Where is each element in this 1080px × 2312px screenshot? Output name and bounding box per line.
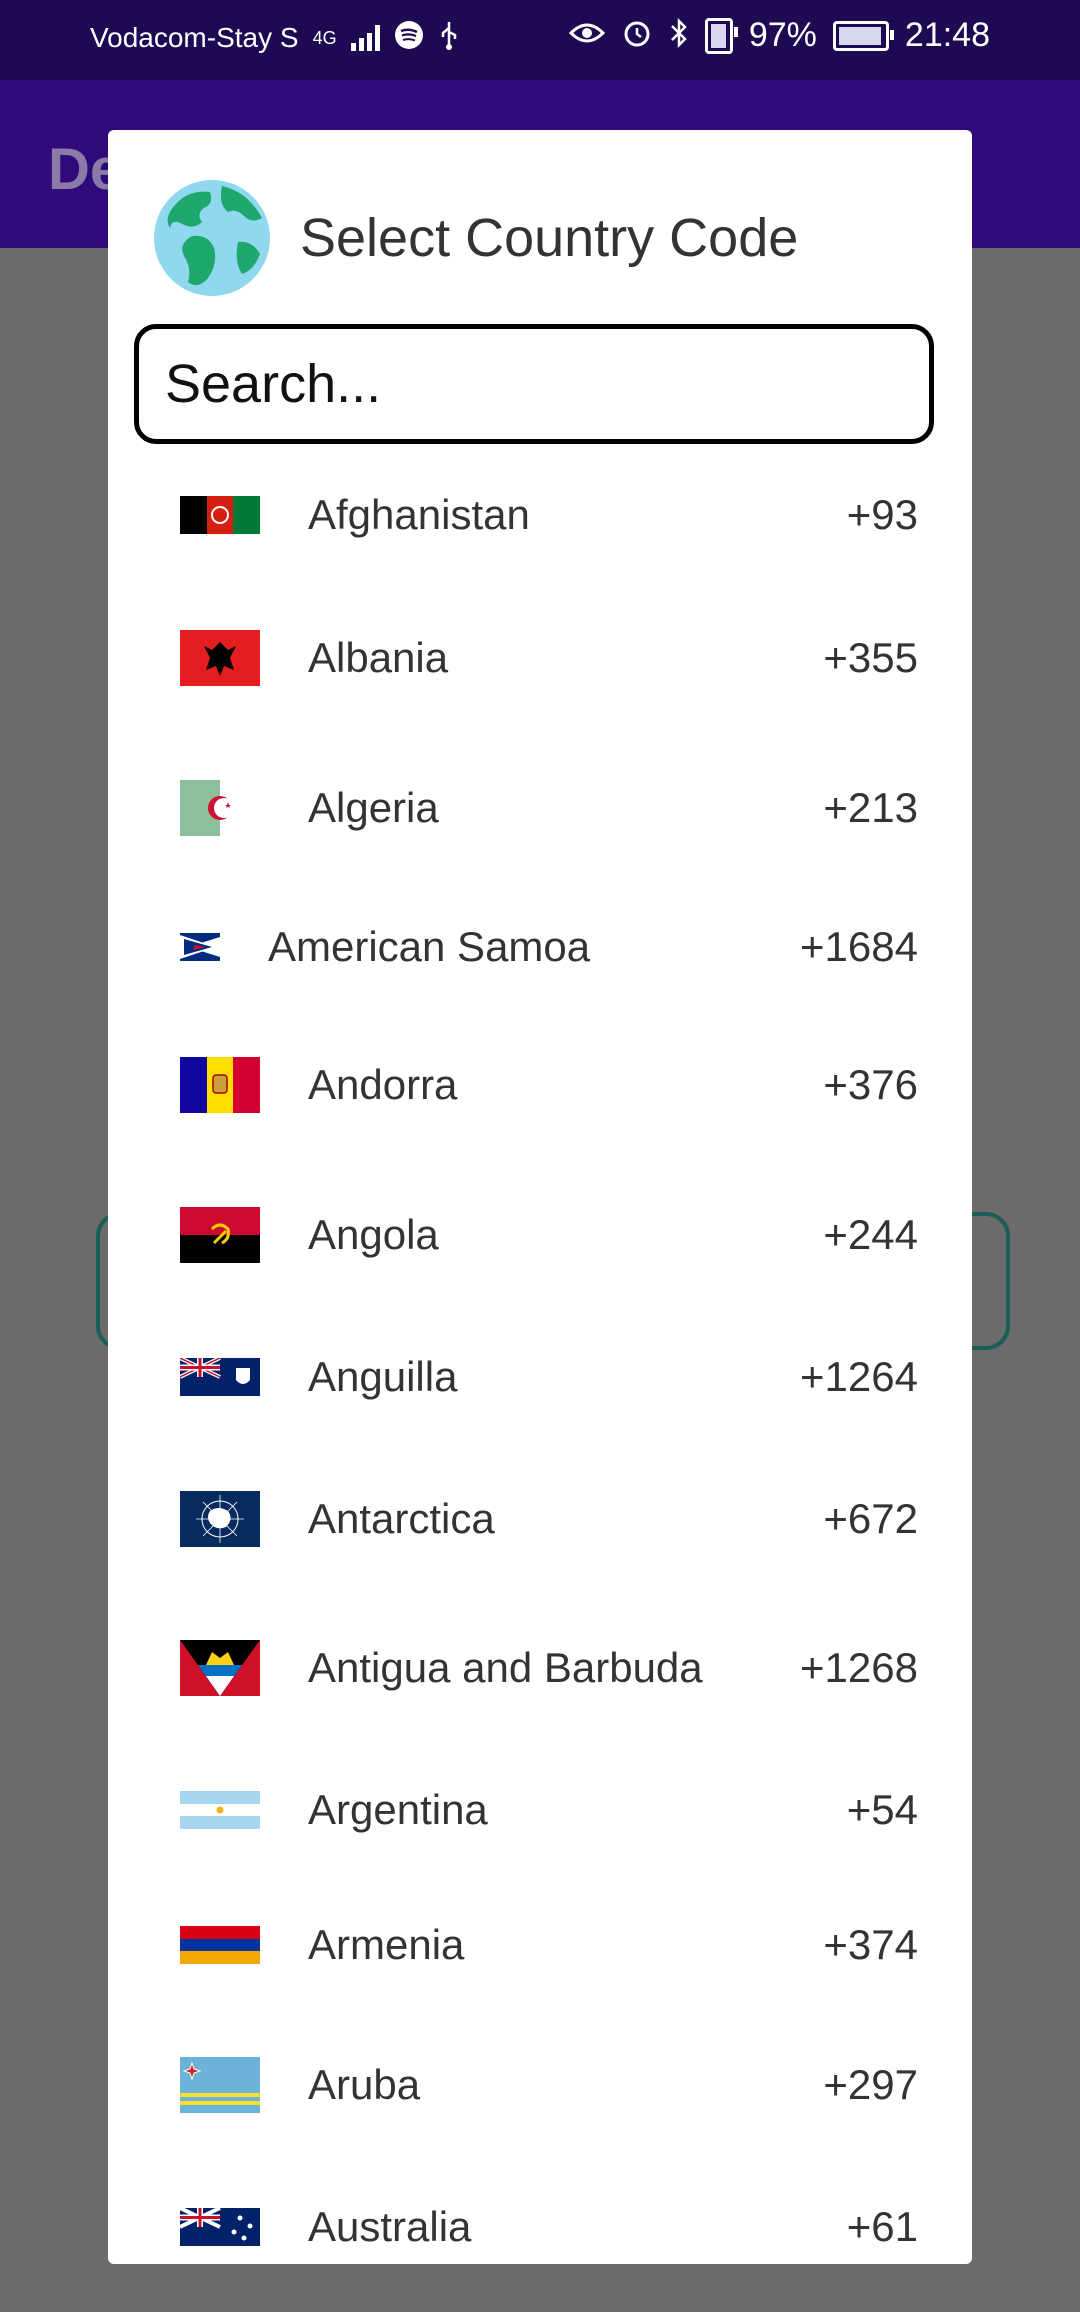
usb-icon xyxy=(438,20,460,56)
country-code-dialog: Select Country Code Search... Afghanista… xyxy=(108,130,972,2264)
country-row-afghanistan[interactable]: Afghanistan +93 xyxy=(108,460,972,570)
country-name: Angola xyxy=(308,1211,439,1258)
american-samoa-flag-icon xyxy=(180,933,220,961)
algeria-flag-icon xyxy=(180,780,260,836)
battery-saver-fill xyxy=(838,26,882,45)
country-code: +54 xyxy=(846,1786,918,1833)
country-code: +244 xyxy=(823,1211,918,1258)
eye-icon xyxy=(568,20,605,52)
antarctica-flag-icon xyxy=(180,1491,260,1547)
country-code: +1684 xyxy=(800,923,918,970)
carrier-label: Vodacom-Stay S xyxy=(90,22,299,53)
status-left: Vodacom-Stay S 4G xyxy=(90,20,460,56)
country-row-anguilla[interactable]: Anguilla +1264 xyxy=(108,1322,972,1432)
battery-level-fill xyxy=(710,23,727,48)
country-list[interactable]: Afghanistan +93 Albania +355 Algeria +21… xyxy=(108,460,972,2264)
spotify-icon xyxy=(394,20,424,56)
anguilla-flag-icon xyxy=(180,1358,260,1396)
albania-flag-icon xyxy=(180,630,260,686)
network-type: 4G xyxy=(312,27,337,48)
country-name: Andorra xyxy=(308,1061,458,1108)
alarm-icon xyxy=(621,17,653,55)
country-code: +672 xyxy=(823,1495,918,1542)
australia-flag-icon xyxy=(180,2208,260,2246)
country-code: +355 xyxy=(823,634,918,681)
status-bar: Vodacom-Stay S 4G 97% 21:48 xyxy=(0,0,1080,80)
angola-flag-icon xyxy=(180,1207,260,1263)
battery-percent: 97% xyxy=(748,16,817,54)
country-name: American Samoa xyxy=(268,923,591,970)
country-name: Algeria xyxy=(308,784,439,831)
dialog-header: Select Country Code xyxy=(152,178,798,298)
country-code: +61 xyxy=(846,2203,918,2250)
country-name: Antarctica xyxy=(308,1495,495,1542)
battery-saver-icon xyxy=(832,20,894,51)
country-name: Antigua and Barbuda xyxy=(308,1644,703,1691)
country-name: Afghanistan xyxy=(308,491,530,538)
country-name: Aruba xyxy=(308,2061,421,2108)
globe-icon xyxy=(154,180,270,296)
country-code: +93 xyxy=(846,491,918,538)
country-row-american-samoa[interactable]: American Samoa +1684 xyxy=(108,892,972,1002)
country-code: +374 xyxy=(823,1921,918,1968)
country-name: Anguilla xyxy=(308,1353,458,1400)
afghanistan-flag-icon xyxy=(180,496,260,534)
country-row-australia[interactable]: Australia +61 xyxy=(108,2172,972,2264)
country-name: Armenia xyxy=(308,1921,465,1968)
country-row-armenia[interactable]: Armenia +374 xyxy=(108,1890,972,2000)
armenia-flag-icon xyxy=(180,1926,260,1964)
country-code: +297 xyxy=(823,2061,918,2108)
battery-icon xyxy=(704,17,738,54)
dialog-title: Select Country Code xyxy=(300,208,799,268)
country-row-algeria[interactable]: Algeria +213 xyxy=(108,753,972,863)
country-code: +1268 xyxy=(800,1644,918,1691)
andorra-flag-icon xyxy=(180,1057,260,1113)
country-code: +1264 xyxy=(800,1353,918,1400)
aruba-flag-icon xyxy=(180,2057,260,2113)
country-row-angola[interactable]: Angola +244 xyxy=(108,1180,972,1290)
country-row-albania[interactable]: Albania +355 xyxy=(108,603,972,713)
clock: 21:48 xyxy=(904,16,990,54)
bluetooth-icon xyxy=(669,17,689,55)
country-code: +376 xyxy=(823,1061,918,1108)
argentina-flag-icon xyxy=(180,1791,260,1829)
country-code: +213 xyxy=(823,784,918,831)
antigua-barbuda-flag-icon xyxy=(180,1640,260,1696)
country-row-antigua-and-barbuda[interactable]: Antigua and Barbuda +1268 xyxy=(108,1613,972,1723)
status-right: 97% 21:48 xyxy=(568,16,990,55)
country-name: Albania xyxy=(308,634,449,681)
signal-icon xyxy=(350,25,380,51)
country-row-argentina[interactable]: Argentina +54 xyxy=(108,1755,972,1865)
country-row-aruba[interactable]: Aruba +297 xyxy=(108,2030,972,2140)
country-name: Argentina xyxy=(308,1786,488,1833)
country-row-antarctica[interactable]: Antarctica +672 xyxy=(108,1464,972,1574)
search-input[interactable]: Search... xyxy=(134,324,934,444)
country-name: Australia xyxy=(308,2203,472,2250)
country-row-andorra[interactable]: Andorra +376 xyxy=(108,1030,972,1140)
